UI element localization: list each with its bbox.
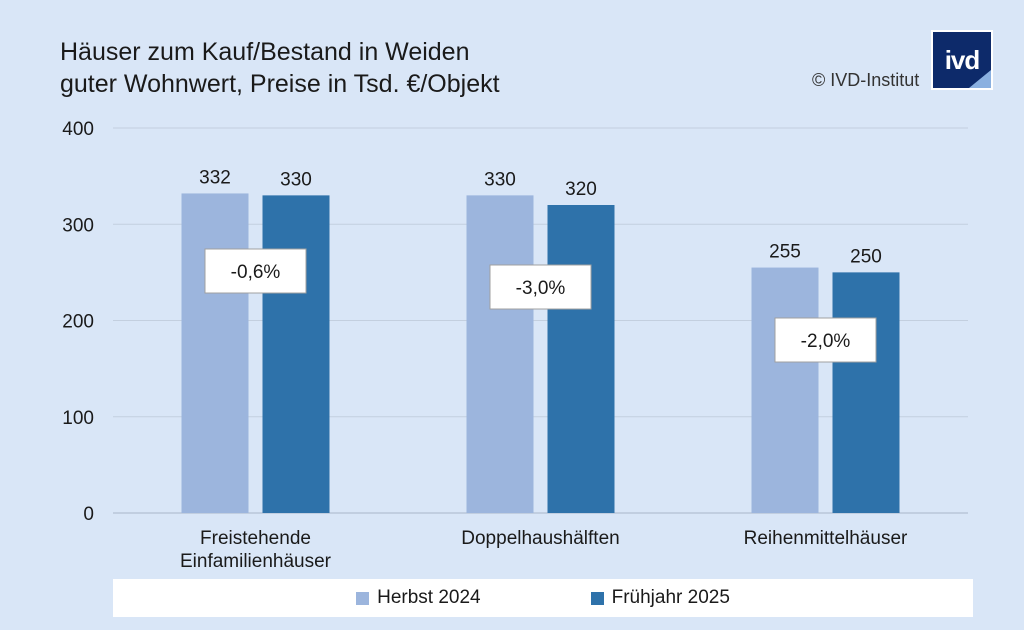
- x-tick-label-0-1: Einfamilienhäuser: [180, 551, 332, 572]
- change-label-1: -3,0%: [516, 278, 566, 299]
- chart-title: Häuser zum Kauf/Bestand in Weiden guter …: [60, 36, 500, 100]
- copyright-text: © IVD-Institut: [812, 70, 920, 90]
- change-label-2: -2,0%: [801, 331, 851, 352]
- legend-label-series-1: Herbst 2024: [377, 587, 481, 608]
- title-line-1: Häuser zum Kauf/Bestand in Weiden: [60, 38, 470, 66]
- change-box-2: [774, 317, 877, 363]
- bar-1-0: [181, 193, 249, 513]
- legend-item-series-2: Frühjahr 2025: [590, 587, 730, 609]
- legend-swatch-series-1: [356, 591, 370, 605]
- title-line-2: guter Wohnwert, Preise in Tsd. €/Objekt: [60, 70, 500, 98]
- legend: Herbst 2024 Frühjahr 2025: [113, 579, 973, 617]
- bar-2-1: [547, 205, 615, 513]
- data-label-2-2: 250: [850, 246, 882, 267]
- x-tick-label-0-0: Freistehende: [200, 528, 311, 549]
- data-label-1-0: 332: [199, 167, 231, 188]
- ivd-logo: ivd: [931, 30, 993, 90]
- change-label-0: -0,6%: [231, 262, 281, 283]
- legend-item-series-1: Herbst 2024: [356, 587, 481, 609]
- bar-1-1: [466, 195, 534, 513]
- data-label-1-1: 330: [484, 169, 516, 190]
- bar-2-2: [832, 272, 900, 513]
- legend-label-series-2: Frühjahr 2025: [611, 587, 730, 608]
- bar-1-2: [751, 267, 819, 513]
- change-box-0: [204, 248, 307, 294]
- y-tick-label-100: 100: [62, 408, 94, 429]
- data-label-2-0: 330: [280, 169, 312, 190]
- x-tick-label-2-0: Reihenmittelhäuser: [744, 528, 908, 549]
- logo-text: ivd: [944, 44, 981, 75]
- y-tick-label-200: 200: [62, 312, 94, 333]
- y-tick-label-400: 400: [62, 119, 94, 140]
- data-label-2-1: 320: [565, 179, 597, 200]
- data-label-1-2: 255: [769, 242, 801, 263]
- y-tick-label-300: 300: [62, 215, 94, 236]
- bar-2-0: [262, 195, 330, 513]
- legend-swatch-series-2: [590, 591, 604, 605]
- y-tick-label-0: 0: [83, 504, 94, 525]
- change-box-1: [489, 264, 592, 310]
- x-tick-label-1-0: Doppelhaushälften: [461, 528, 619, 549]
